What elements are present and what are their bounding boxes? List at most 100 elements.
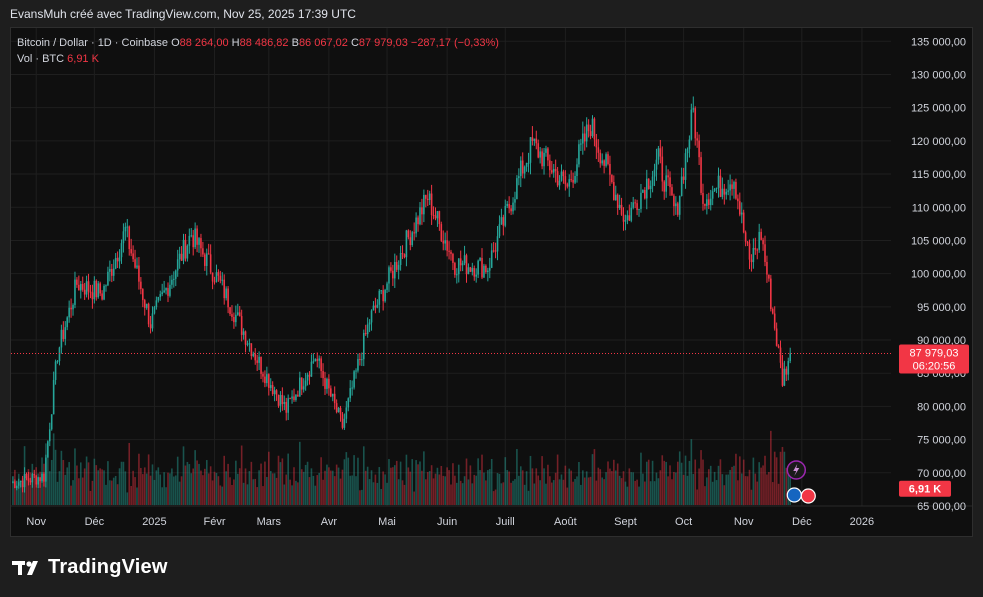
volume-bar xyxy=(229,477,231,505)
volume-bar xyxy=(179,482,181,505)
candle-body xyxy=(223,280,225,298)
volume-bar xyxy=(491,459,493,505)
candle-body xyxy=(342,414,344,427)
volume-bar xyxy=(681,463,683,505)
volume-bar xyxy=(378,467,380,505)
volume-bar xyxy=(537,476,539,505)
volume-bar xyxy=(233,479,235,505)
candle-body xyxy=(272,385,274,394)
candle-body xyxy=(669,177,671,187)
candle-body xyxy=(787,361,789,375)
candle-body xyxy=(524,167,526,174)
volume-bar xyxy=(747,476,749,505)
candle-body xyxy=(526,163,528,167)
volume-bar xyxy=(398,479,400,505)
candle-body xyxy=(318,358,320,360)
candle-body xyxy=(154,307,156,313)
candle-body xyxy=(708,199,710,205)
volume-bar xyxy=(295,481,297,505)
volume-bar xyxy=(363,446,365,505)
chart-frame[interactable]: 135 000,00 130 000,00 125 000,00 120 000,00… xyxy=(10,27,973,537)
candle-body xyxy=(185,240,187,259)
candle-body xyxy=(656,160,658,170)
volume-bar xyxy=(409,472,411,505)
candle-body xyxy=(648,179,650,189)
volume-bar xyxy=(638,487,640,505)
candle-body xyxy=(235,315,237,322)
x-tick-label: Sept xyxy=(614,516,637,528)
volume-bar xyxy=(148,454,150,505)
candle-body xyxy=(621,205,623,215)
volume-bar xyxy=(698,468,700,505)
us-flag-event-icon[interactable] xyxy=(787,488,801,502)
candle-body xyxy=(173,279,175,280)
candle-body xyxy=(128,226,130,249)
price-chart[interactable]: 135 000,00 130 000,00 125 000,00 120 000,00… xyxy=(11,28,972,536)
us-flag-event-icon-2[interactable] xyxy=(801,489,815,503)
candle-body xyxy=(220,276,222,281)
volume-bar xyxy=(190,473,192,505)
candle-body xyxy=(741,213,743,215)
candle-body xyxy=(152,313,154,328)
candle-body xyxy=(710,199,712,205)
candle-body xyxy=(53,380,55,414)
volume-bar xyxy=(326,465,328,505)
volume-bar xyxy=(448,470,450,505)
volume-bar xyxy=(423,451,425,505)
volume-bar xyxy=(714,472,716,505)
candle-body xyxy=(580,144,582,145)
candle-body xyxy=(361,359,363,360)
candle-body xyxy=(784,369,786,386)
volume-bar xyxy=(559,479,561,505)
candle-body xyxy=(782,363,784,386)
volume-bar xyxy=(268,452,270,505)
volume-bar xyxy=(297,482,299,505)
volume-bar xyxy=(456,483,458,505)
volume-bar xyxy=(687,476,689,505)
candle-body xyxy=(551,170,553,172)
volume-bar xyxy=(377,483,379,505)
candle-body xyxy=(37,477,39,484)
candle-body xyxy=(334,394,336,403)
volume-bar xyxy=(63,460,65,505)
candle-body xyxy=(270,385,272,388)
volume-bar xyxy=(561,474,563,505)
volume-bar xyxy=(755,474,757,505)
candle-body xyxy=(18,482,20,486)
volume-bar xyxy=(200,471,202,505)
candle-body xyxy=(433,215,435,216)
volume-bar xyxy=(245,468,247,505)
volume-bar xyxy=(196,460,198,505)
candle-body xyxy=(561,171,563,180)
candle-body xyxy=(760,232,762,240)
candle-body xyxy=(522,161,524,174)
volume-bar xyxy=(86,457,88,505)
candle-body xyxy=(264,377,266,384)
volume-bar xyxy=(774,452,776,505)
volume-bar xyxy=(216,473,218,505)
candle-body xyxy=(673,196,675,207)
candle-body xyxy=(386,284,388,290)
x-tick-label: Juin xyxy=(437,516,457,528)
volume-bar xyxy=(175,475,177,505)
tradingview-logo[interactable]: TradingView xyxy=(12,556,168,579)
volume-bar xyxy=(598,468,600,505)
candle-body xyxy=(311,362,313,377)
candle-body xyxy=(458,258,460,274)
volume-bar xyxy=(702,460,704,505)
candle-body xyxy=(252,354,254,356)
volume-bar xyxy=(66,467,68,505)
candle-body xyxy=(501,217,503,224)
candle-body xyxy=(582,134,584,144)
candle-body xyxy=(80,284,82,290)
volume-bar xyxy=(629,468,631,505)
y-tick-label: 120 000,00 xyxy=(911,136,966,148)
volume-bar xyxy=(130,486,132,505)
candle-body xyxy=(568,179,570,186)
volume-bar xyxy=(772,482,774,505)
volume-bar xyxy=(173,476,175,505)
volume-bar xyxy=(421,471,423,505)
candle-body xyxy=(768,275,770,279)
candle-body xyxy=(144,300,146,308)
candle-body xyxy=(196,228,198,244)
